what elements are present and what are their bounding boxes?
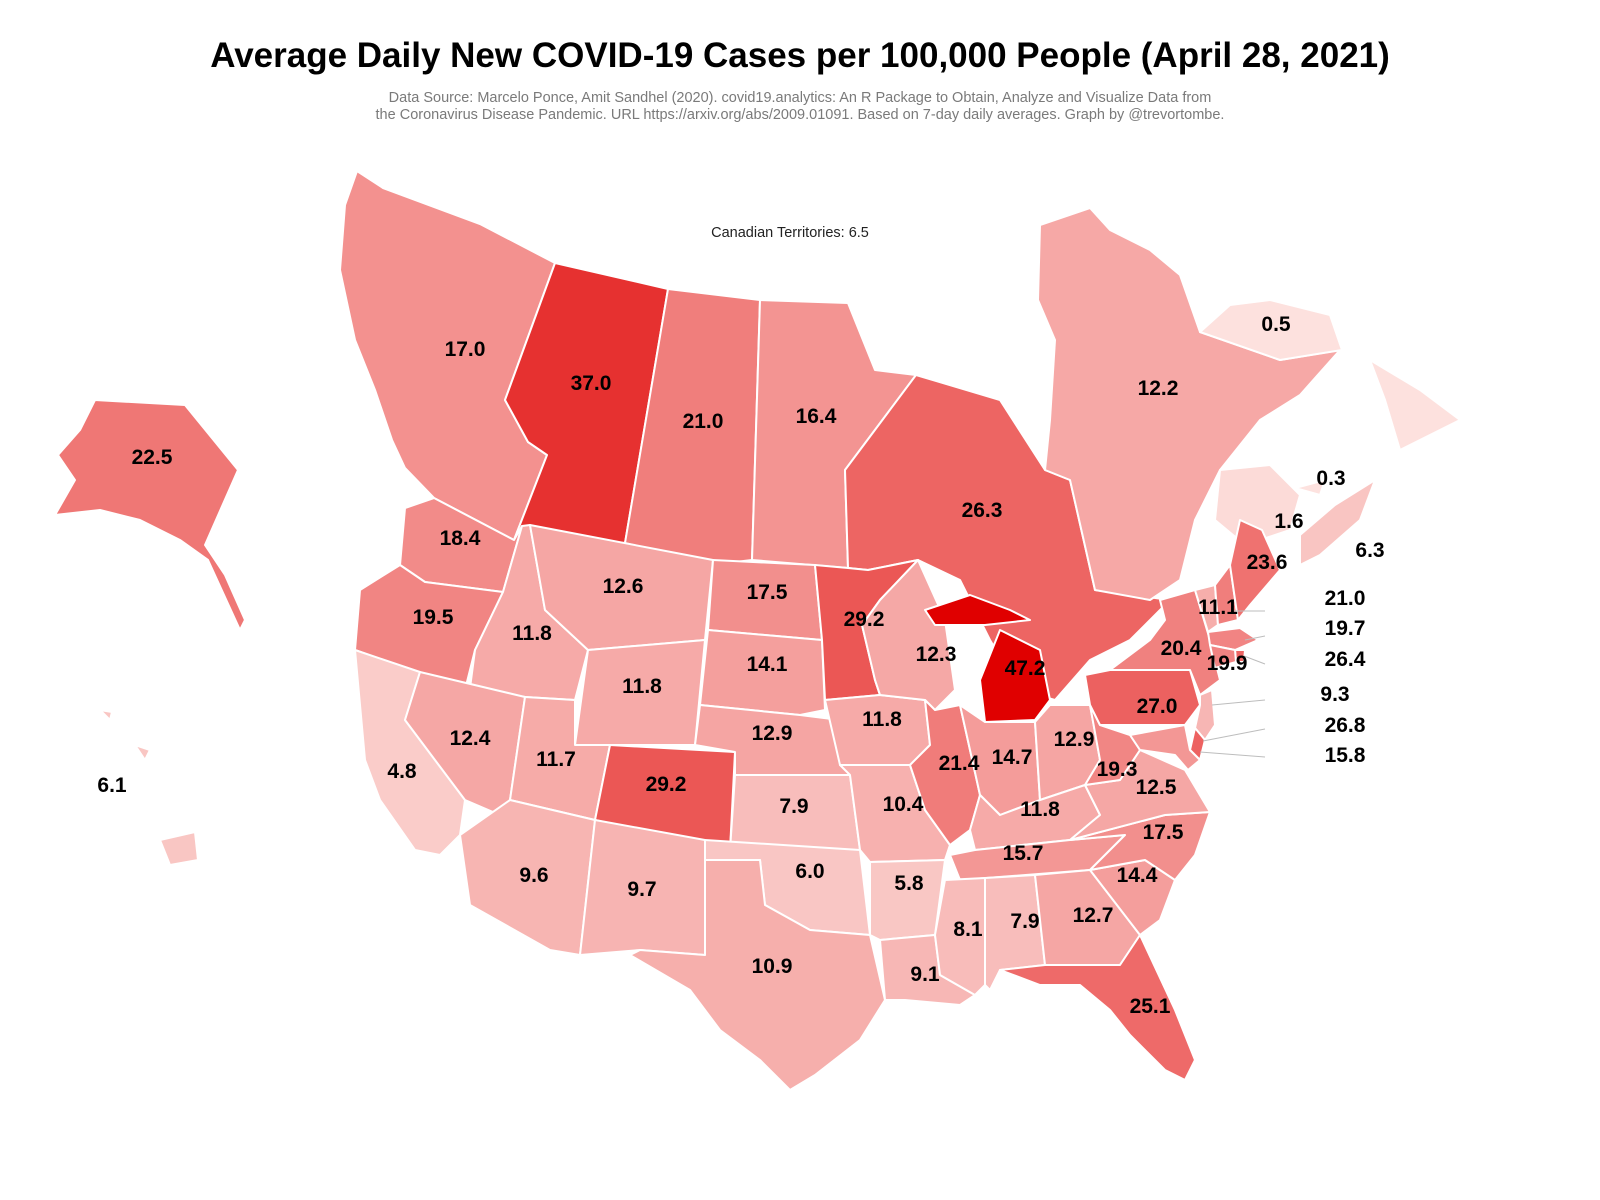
region-prince-edward-island — [1294, 479, 1326, 496]
value-label-arkansas: 5.8 — [894, 872, 924, 895]
regions-layer — [54, 170, 1461, 1091]
value-label-new-brunswick: 1.6 — [1274, 510, 1303, 533]
region-idaho — [469, 524, 589, 701]
value-label-washington: 18.4 — [440, 527, 481, 550]
region-michigan — [979, 629, 1051, 723]
value-label-oregon: 19.5 — [413, 606, 454, 629]
value-label-kentucky: 11.8 — [1020, 798, 1060, 821]
region-labels: 17.0 37.0 21.0 16.4 26.3 12.2 0.5 0.3 1.6 6.3 22.5… — [97, 313, 1384, 1018]
value-label-indiana: 14.7 — [992, 746, 1033, 769]
value-label-louisiana: 9.1 — [910, 963, 940, 986]
value-label-montana: 12.6 — [603, 575, 644, 598]
value-label-kansas: 7.9 — [779, 795, 808, 818]
value-label-alberta: 37.0 — [571, 372, 612, 395]
value-label-manitoba: 16.4 — [796, 405, 837, 428]
value-label-minnesota: 29.2 — [844, 608, 885, 631]
value-label-georgia: 12.7 — [1073, 904, 1114, 927]
value-label-missouri: 10.4 — [883, 793, 924, 816]
value-label-utah: 11.7 — [536, 748, 576, 771]
value-label-hawaii: 6.1 — [97, 774, 127, 797]
leader-line-new-jersey — [1211, 699, 1266, 706]
region-new-brunswick — [1214, 464, 1301, 546]
map-title: Average Daily New COVID-19 Cases per 100… — [210, 36, 1390, 75]
region-alaska — [54, 399, 246, 631]
value-label-maine: 23.6 — [1247, 551, 1288, 574]
value-label-new-jersey: 9.3 — [1320, 683, 1349, 706]
value-label-saskatchewan: 21.0 — [683, 410, 724, 433]
value-label-colorado: 29.2 — [646, 773, 687, 796]
value-label-nebraska: 12.9 — [752, 722, 793, 745]
value-label-delaware: 26.8 — [1325, 714, 1366, 737]
value-label-maryland: 15.8 — [1325, 744, 1366, 767]
value-label-nevada: 12.4 — [450, 727, 491, 750]
leader-lines — [1199, 610, 1266, 758]
region-hawaii — [134, 744, 151, 761]
value-label-south-carolina: 14.4 — [1117, 864, 1158, 887]
region-maryland — [1129, 724, 1201, 771]
value-label-wisconsin: 12.3 — [916, 643, 957, 666]
value-label-british-columbia: 17.0 — [445, 338, 486, 361]
value-label-west-virginia: 19.3 — [1097, 758, 1138, 781]
value-label-ontario: 26.3 — [962, 499, 1003, 522]
value-label-new-hampshire: 21.0 — [1325, 587, 1366, 610]
region-quebec — [1037, 207, 1341, 601]
region-west-virginia — [1084, 704, 1141, 786]
value-label-alaska: 22.5 — [132, 446, 173, 469]
value-label-rhode-island: 26.4 — [1325, 648, 1366, 671]
value-label-wyoming: 11.8 — [622, 675, 662, 698]
value-label-new-york: 20.4 — [1161, 637, 1202, 660]
value-label-tennessee: 15.7 — [1003, 842, 1044, 865]
region-newfoundland-and-labrador — [1369, 359, 1461, 451]
data-source-line-2: the Coronavirus Disease Pandemic. URL ht… — [375, 107, 1225, 123]
value-label-iowa: 11.8 — [862, 708, 902, 731]
value-label-north-dakota: 17.5 — [747, 581, 788, 604]
region-illinois — [909, 699, 981, 846]
region-hawaii — [159, 831, 199, 866]
value-label-oklahoma: 6.0 — [795, 860, 824, 883]
leader-line-delaware — [1202, 728, 1266, 742]
value-label-newfoundland-and-labrador: 0.5 — [1261, 313, 1291, 336]
region-florida — [999, 934, 1196, 1081]
value-label-south-dakota: 14.1 — [747, 653, 788, 676]
territories-note: Canadian Territories: 6.5 — [711, 225, 869, 241]
value-label-california: 4.8 — [387, 760, 417, 783]
leader-line-rhode-island — [1243, 655, 1266, 665]
region-connecticut — [1209, 644, 1237, 669]
value-label-new-mexico: 9.7 — [627, 878, 656, 901]
value-label-florida: 25.1 — [1130, 995, 1171, 1018]
region-hawaii — [99, 709, 113, 721]
region-south-dakota — [699, 629, 826, 716]
region-michigan — [924, 594, 1031, 626]
region-texas — [629, 859, 886, 1091]
value-label-illinois: 21.4 — [939, 752, 980, 775]
region-nova-scotia — [1299, 479, 1376, 566]
region-maine — [1229, 519, 1281, 621]
value-label-nova-scotia: 6.3 — [1355, 539, 1384, 562]
value-label-massachusetts: 19.7 — [1325, 617, 1366, 640]
value-label-alabama: 7.9 — [1010, 910, 1039, 933]
value-label-texas: 10.9 — [752, 955, 793, 978]
value-label-arizona: 9.6 — [519, 864, 548, 887]
data-source-line-1: Data Source: Marcelo Ponce, Amit Sandhel… — [388, 90, 1212, 106]
value-label-north-carolina: 17.5 — [1143, 821, 1184, 844]
value-label-michigan: 47.2 — [1005, 657, 1046, 680]
value-label-mississippi: 8.1 — [953, 918, 983, 941]
value-label-idaho: 11.8 — [512, 622, 552, 645]
value-label-ohio: 12.9 — [1054, 728, 1095, 751]
leader-line-maryland — [1199, 751, 1266, 758]
value-label-virginia: 12.5 — [1136, 776, 1177, 799]
value-label-prince-edward-island: 0.3 — [1316, 467, 1345, 490]
value-label-vermont: 11.1 — [1198, 596, 1238, 619]
value-label-quebec: 12.2 — [1138, 377, 1179, 400]
region-newfoundland-and-labrador — [1199, 299, 1343, 361]
region-massachusetts — [1207, 627, 1259, 651]
value-label-connecticut: 19.9 — [1207, 652, 1248, 675]
value-label-pennsylvania: 27.0 — [1137, 695, 1178, 718]
leader-line-massachusetts — [1244, 635, 1266, 641]
